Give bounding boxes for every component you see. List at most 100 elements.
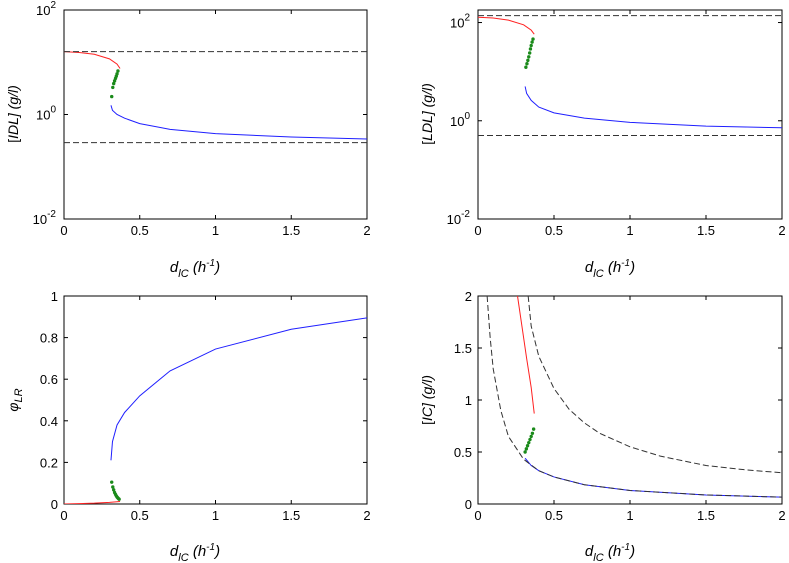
y-axis-label: [IC] (g/l) xyxy=(419,375,435,425)
x-axis-label: dlC (h-1) xyxy=(585,542,635,563)
y-axis-label: φLR xyxy=(5,388,25,411)
y-tick-base: 10 xyxy=(450,16,464,31)
y-tick-exponent: -2 xyxy=(47,209,56,220)
series-red-branch xyxy=(64,501,121,504)
y-label-unit: ] (g/l) xyxy=(419,83,435,117)
data-point xyxy=(528,47,533,51)
x-label-variable: d xyxy=(585,543,594,560)
data-point xyxy=(529,434,533,439)
y-label-bracket: [ xyxy=(419,421,435,425)
y-tick-label: 0.2 xyxy=(40,455,58,470)
x-tick-label: 1.5 xyxy=(697,508,715,523)
data-point xyxy=(529,43,533,48)
plot-area xyxy=(478,15,782,137)
panel-ic: 0 0.5 1 1.5 2 0 0.5 1 1.5 2 [IC] (g/l) dlC (h-1) xyxy=(419,289,786,563)
data-point xyxy=(527,51,532,55)
series-blue-branch xyxy=(524,86,782,129)
y-tick-label: 100 xyxy=(36,105,56,123)
x-tick-label: 0.5 xyxy=(545,508,563,523)
y-tick-label: 10-2 xyxy=(447,209,471,227)
series-lower-dashed-curve xyxy=(486,296,782,498)
data-point xyxy=(116,69,120,73)
x-tick-label: 0.5 xyxy=(545,223,563,238)
data-point xyxy=(111,488,116,492)
y-tick-exponent: 0 xyxy=(50,105,56,116)
x-label-unit-exponent: -1 xyxy=(206,258,215,269)
x-label-unit-exponent: -1 xyxy=(621,542,630,553)
x-label-variable: d xyxy=(585,259,594,276)
y-tick-exponent: 2 xyxy=(50,0,56,11)
panel-phi: 0 0.5 1 1.5 2 0 0.2 0.4 0.6 0.8 1 φLR dlC (h-1) xyxy=(5,289,371,563)
series-green-branch xyxy=(524,37,535,69)
y-tick-label: 0 xyxy=(465,497,472,512)
data-point xyxy=(115,72,119,76)
y-tick-label: 1.5 xyxy=(454,341,472,356)
y-label-bracket: [ xyxy=(419,141,435,145)
x-tick-label: 1.5 xyxy=(697,223,715,238)
y-label-variable: IDL xyxy=(5,117,21,139)
plot-area xyxy=(486,296,782,498)
x-tick-label: 2 xyxy=(778,508,785,523)
x-label-unit-exponent: -1 xyxy=(206,542,215,553)
y-label-unit: ] (g/l) xyxy=(419,375,435,409)
x-label-unit: (h xyxy=(189,543,207,560)
x-tick-label: 1 xyxy=(212,223,219,238)
series-green-branch xyxy=(110,69,120,99)
y-label-variable: φ xyxy=(5,402,21,411)
series-green-branch xyxy=(523,427,536,454)
y-tick-label: 0.4 xyxy=(40,414,58,429)
x-tick-label: 0.5 xyxy=(131,223,149,238)
data-point xyxy=(117,497,121,501)
y-label-variable: IC xyxy=(419,406,435,421)
data-point xyxy=(525,444,530,448)
data-point xyxy=(525,62,529,66)
series-red-branch xyxy=(517,296,535,414)
y-tick-label: 102 xyxy=(36,0,56,18)
x-label-variable: d xyxy=(170,543,179,560)
x-tick-label: 1 xyxy=(626,223,633,238)
y-tick-base: 10 xyxy=(36,108,50,123)
x-tick-label: 0 xyxy=(60,508,67,523)
x-tick-label: 0 xyxy=(474,508,481,523)
y-tick-exponent: 0 xyxy=(464,111,470,122)
y-tick-label: 1 xyxy=(465,393,472,408)
panel-idl: 0 0.5 1 1.5 2 10 -2 100 102 [IDL] (g/l) dlC (h-1) xyxy=(5,0,371,280)
data-point xyxy=(110,480,114,484)
y-label-bracket: [ xyxy=(5,139,21,143)
x-tick-label: 1 xyxy=(626,508,633,523)
x-label-subscript: lC xyxy=(593,552,603,563)
data-point xyxy=(111,81,116,86)
data-point xyxy=(527,440,531,445)
data-point xyxy=(528,437,532,442)
data-point xyxy=(527,55,531,59)
y-label-unit: ] (g/l) xyxy=(5,85,21,119)
x-label-variable: d xyxy=(170,259,179,276)
data-point xyxy=(110,94,114,99)
data-point xyxy=(111,485,115,489)
data-point xyxy=(531,37,535,41)
y-label-subscript: LR xyxy=(13,388,25,402)
x-tick-label: 0.5 xyxy=(131,508,149,523)
x-tick-label: 1 xyxy=(212,508,219,523)
x-label-unit-close: ) xyxy=(213,543,220,560)
y-label-variable: LDL xyxy=(419,115,435,141)
plot-area xyxy=(64,51,367,144)
series-blue-branch xyxy=(110,105,367,140)
data-point xyxy=(524,65,528,69)
y-tick-label: 102 xyxy=(450,13,470,31)
x-label-subscript: lC xyxy=(593,268,603,280)
x-axis-label: dlC (h-1) xyxy=(585,258,635,280)
y-tick-label: 0.6 xyxy=(40,372,58,387)
x-label-unit: (h xyxy=(604,259,622,276)
x-label-subscript: lC xyxy=(178,552,188,563)
y-tick-base: 10 xyxy=(450,114,464,129)
x-tick-label: 0 xyxy=(60,223,67,238)
x-tick-label: 2 xyxy=(363,223,370,238)
x-axis-label: dlC (h-1) xyxy=(170,258,220,280)
y-tick-exponent: -2 xyxy=(461,209,470,220)
y-axis-label: [LDL] (g/l) xyxy=(419,83,435,144)
x-label-unit-close: ) xyxy=(213,259,220,276)
data-point xyxy=(111,85,115,90)
x-tick-label: 1.5 xyxy=(282,223,300,238)
